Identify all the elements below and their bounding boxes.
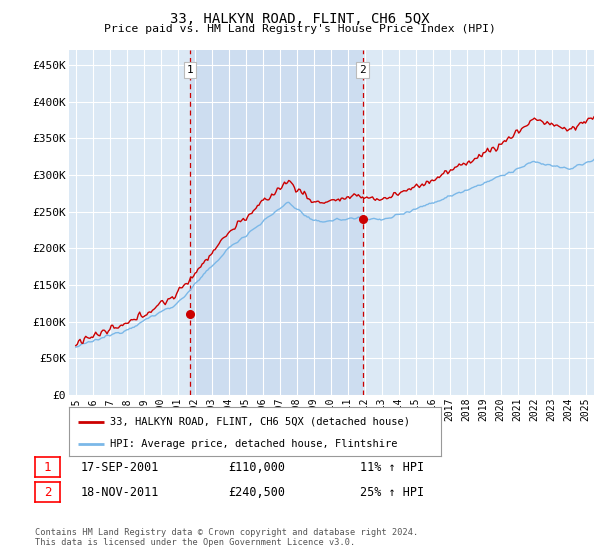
Text: 18-NOV-2011: 18-NOV-2011	[81, 486, 160, 499]
Text: £240,500: £240,500	[228, 486, 285, 499]
Text: 2: 2	[359, 65, 366, 75]
Text: 33, HALKYN ROAD, FLINT, CH6 5QX (detached house): 33, HALKYN ROAD, FLINT, CH6 5QX (detache…	[110, 417, 410, 427]
Text: Price paid vs. HM Land Registry's House Price Index (HPI): Price paid vs. HM Land Registry's House …	[104, 24, 496, 34]
Text: 1: 1	[44, 460, 51, 474]
Text: 1: 1	[187, 65, 193, 75]
Text: 33, HALKYN ROAD, FLINT, CH6 5QX: 33, HALKYN ROAD, FLINT, CH6 5QX	[170, 12, 430, 26]
Text: HPI: Average price, detached house, Flintshire: HPI: Average price, detached house, Flin…	[110, 439, 397, 449]
Text: 2: 2	[44, 486, 51, 499]
Text: 17-SEP-2001: 17-SEP-2001	[81, 460, 160, 474]
Text: Contains HM Land Registry data © Crown copyright and database right 2024.
This d: Contains HM Land Registry data © Crown c…	[35, 528, 418, 547]
Text: £110,000: £110,000	[228, 460, 285, 474]
Bar	[190, 50, 362, 395]
Text: 11% ↑ HPI: 11% ↑ HPI	[360, 460, 424, 474]
Text: 25% ↑ HPI: 25% ↑ HPI	[360, 486, 424, 499]
